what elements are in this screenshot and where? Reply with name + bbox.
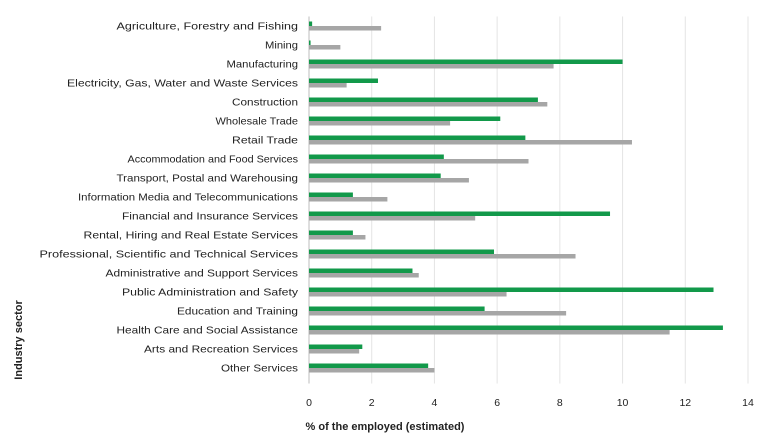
category-label: Wholesale Trade bbox=[216, 116, 299, 128]
bar-grey bbox=[309, 102, 548, 107]
bar-green bbox=[309, 154, 444, 159]
bar-grey bbox=[309, 140, 632, 145]
bar-green bbox=[309, 363, 429, 368]
bar-green bbox=[309, 211, 611, 216]
bar-green bbox=[309, 268, 413, 273]
x-tick-label: 2 bbox=[369, 397, 375, 409]
category-label: Mining bbox=[265, 40, 298, 52]
x-tick-label: 0 bbox=[306, 397, 312, 409]
bar-grey bbox=[309, 159, 529, 164]
bar-grey bbox=[309, 83, 347, 88]
category-label: Rental, Hiring and Real Estate Services bbox=[84, 230, 299, 242]
bar-grey bbox=[309, 330, 670, 335]
category-label: Arts and Recreation Services bbox=[144, 344, 298, 356]
bar-grey bbox=[309, 45, 341, 50]
category-label: Electricity, Gas, Water and Waste Servic… bbox=[67, 78, 298, 90]
bar-green bbox=[309, 344, 363, 349]
x-tick-label: 6 bbox=[494, 397, 500, 409]
bar-grey bbox=[309, 197, 388, 202]
bar-grey bbox=[309, 292, 507, 297]
category-label: Agriculture, Forestry and Fishing bbox=[117, 21, 299, 33]
category-label: Accommodation and Food Services bbox=[128, 154, 299, 166]
bar-green bbox=[309, 325, 723, 330]
bar-green bbox=[309, 78, 378, 83]
x-axis-title: % of the employed (estimated) bbox=[306, 421, 465, 433]
bar-green bbox=[309, 287, 714, 292]
bars bbox=[309, 21, 723, 373]
bar-grey bbox=[309, 349, 360, 354]
x-tick-label: 8 bbox=[557, 397, 563, 409]
bar-grey bbox=[309, 216, 476, 221]
bar-grey bbox=[309, 178, 469, 183]
bar-green bbox=[309, 116, 501, 121]
grid-lines bbox=[308, 16, 749, 384]
category-label: Financial and Insurance Services bbox=[122, 211, 298, 223]
bar-green bbox=[309, 230, 353, 235]
category-label: Education and Training bbox=[177, 306, 298, 318]
x-tick-labels: 0 2 4 6 8 10 12 14 bbox=[306, 397, 754, 409]
category-label: Other Services bbox=[221, 363, 298, 375]
bar-green bbox=[309, 59, 623, 64]
category-label: Manufacturing bbox=[227, 59, 299, 71]
bar-grey bbox=[309, 273, 419, 278]
category-label: Public Administration and Safety bbox=[122, 287, 299, 299]
category-label: Construction bbox=[232, 97, 298, 109]
bar-grey bbox=[309, 368, 435, 373]
x-tick-label: 4 bbox=[432, 397, 438, 409]
category-label: Transport, Postal and Warehousing bbox=[117, 173, 299, 185]
bar-grey bbox=[309, 26, 382, 31]
bar-green bbox=[309, 306, 485, 311]
bar-grey bbox=[309, 254, 576, 259]
x-tick-label: 12 bbox=[679, 397, 691, 409]
y-axis-title: Industry sector bbox=[13, 300, 25, 380]
bar-grey bbox=[309, 311, 567, 316]
bar-green bbox=[309, 97, 538, 102]
bar-green bbox=[309, 249, 495, 254]
bar-green bbox=[309, 192, 353, 197]
category-label: Administrative and Support Services bbox=[106, 268, 299, 280]
bar-green bbox=[309, 135, 526, 140]
bar-grey bbox=[309, 64, 554, 69]
bar-green bbox=[309, 40, 311, 45]
category-label: Professional, Scientific and Technical S… bbox=[40, 249, 299, 261]
category-label: Health Care and Social Assistance bbox=[117, 325, 299, 337]
x-tick-label: 14 bbox=[742, 397, 754, 409]
bar-green bbox=[309, 173, 441, 178]
category-labels: Agriculture, Forestry and Fishing Mining M… bbox=[40, 21, 299, 375]
bar-grey bbox=[309, 121, 451, 126]
category-label: Retail Trade bbox=[232, 135, 298, 147]
x-tick-label: 10 bbox=[617, 397, 629, 409]
bar-grey bbox=[309, 235, 366, 240]
bar-green bbox=[309, 21, 313, 26]
category-label: Information Media and Telecommunications bbox=[78, 192, 298, 204]
